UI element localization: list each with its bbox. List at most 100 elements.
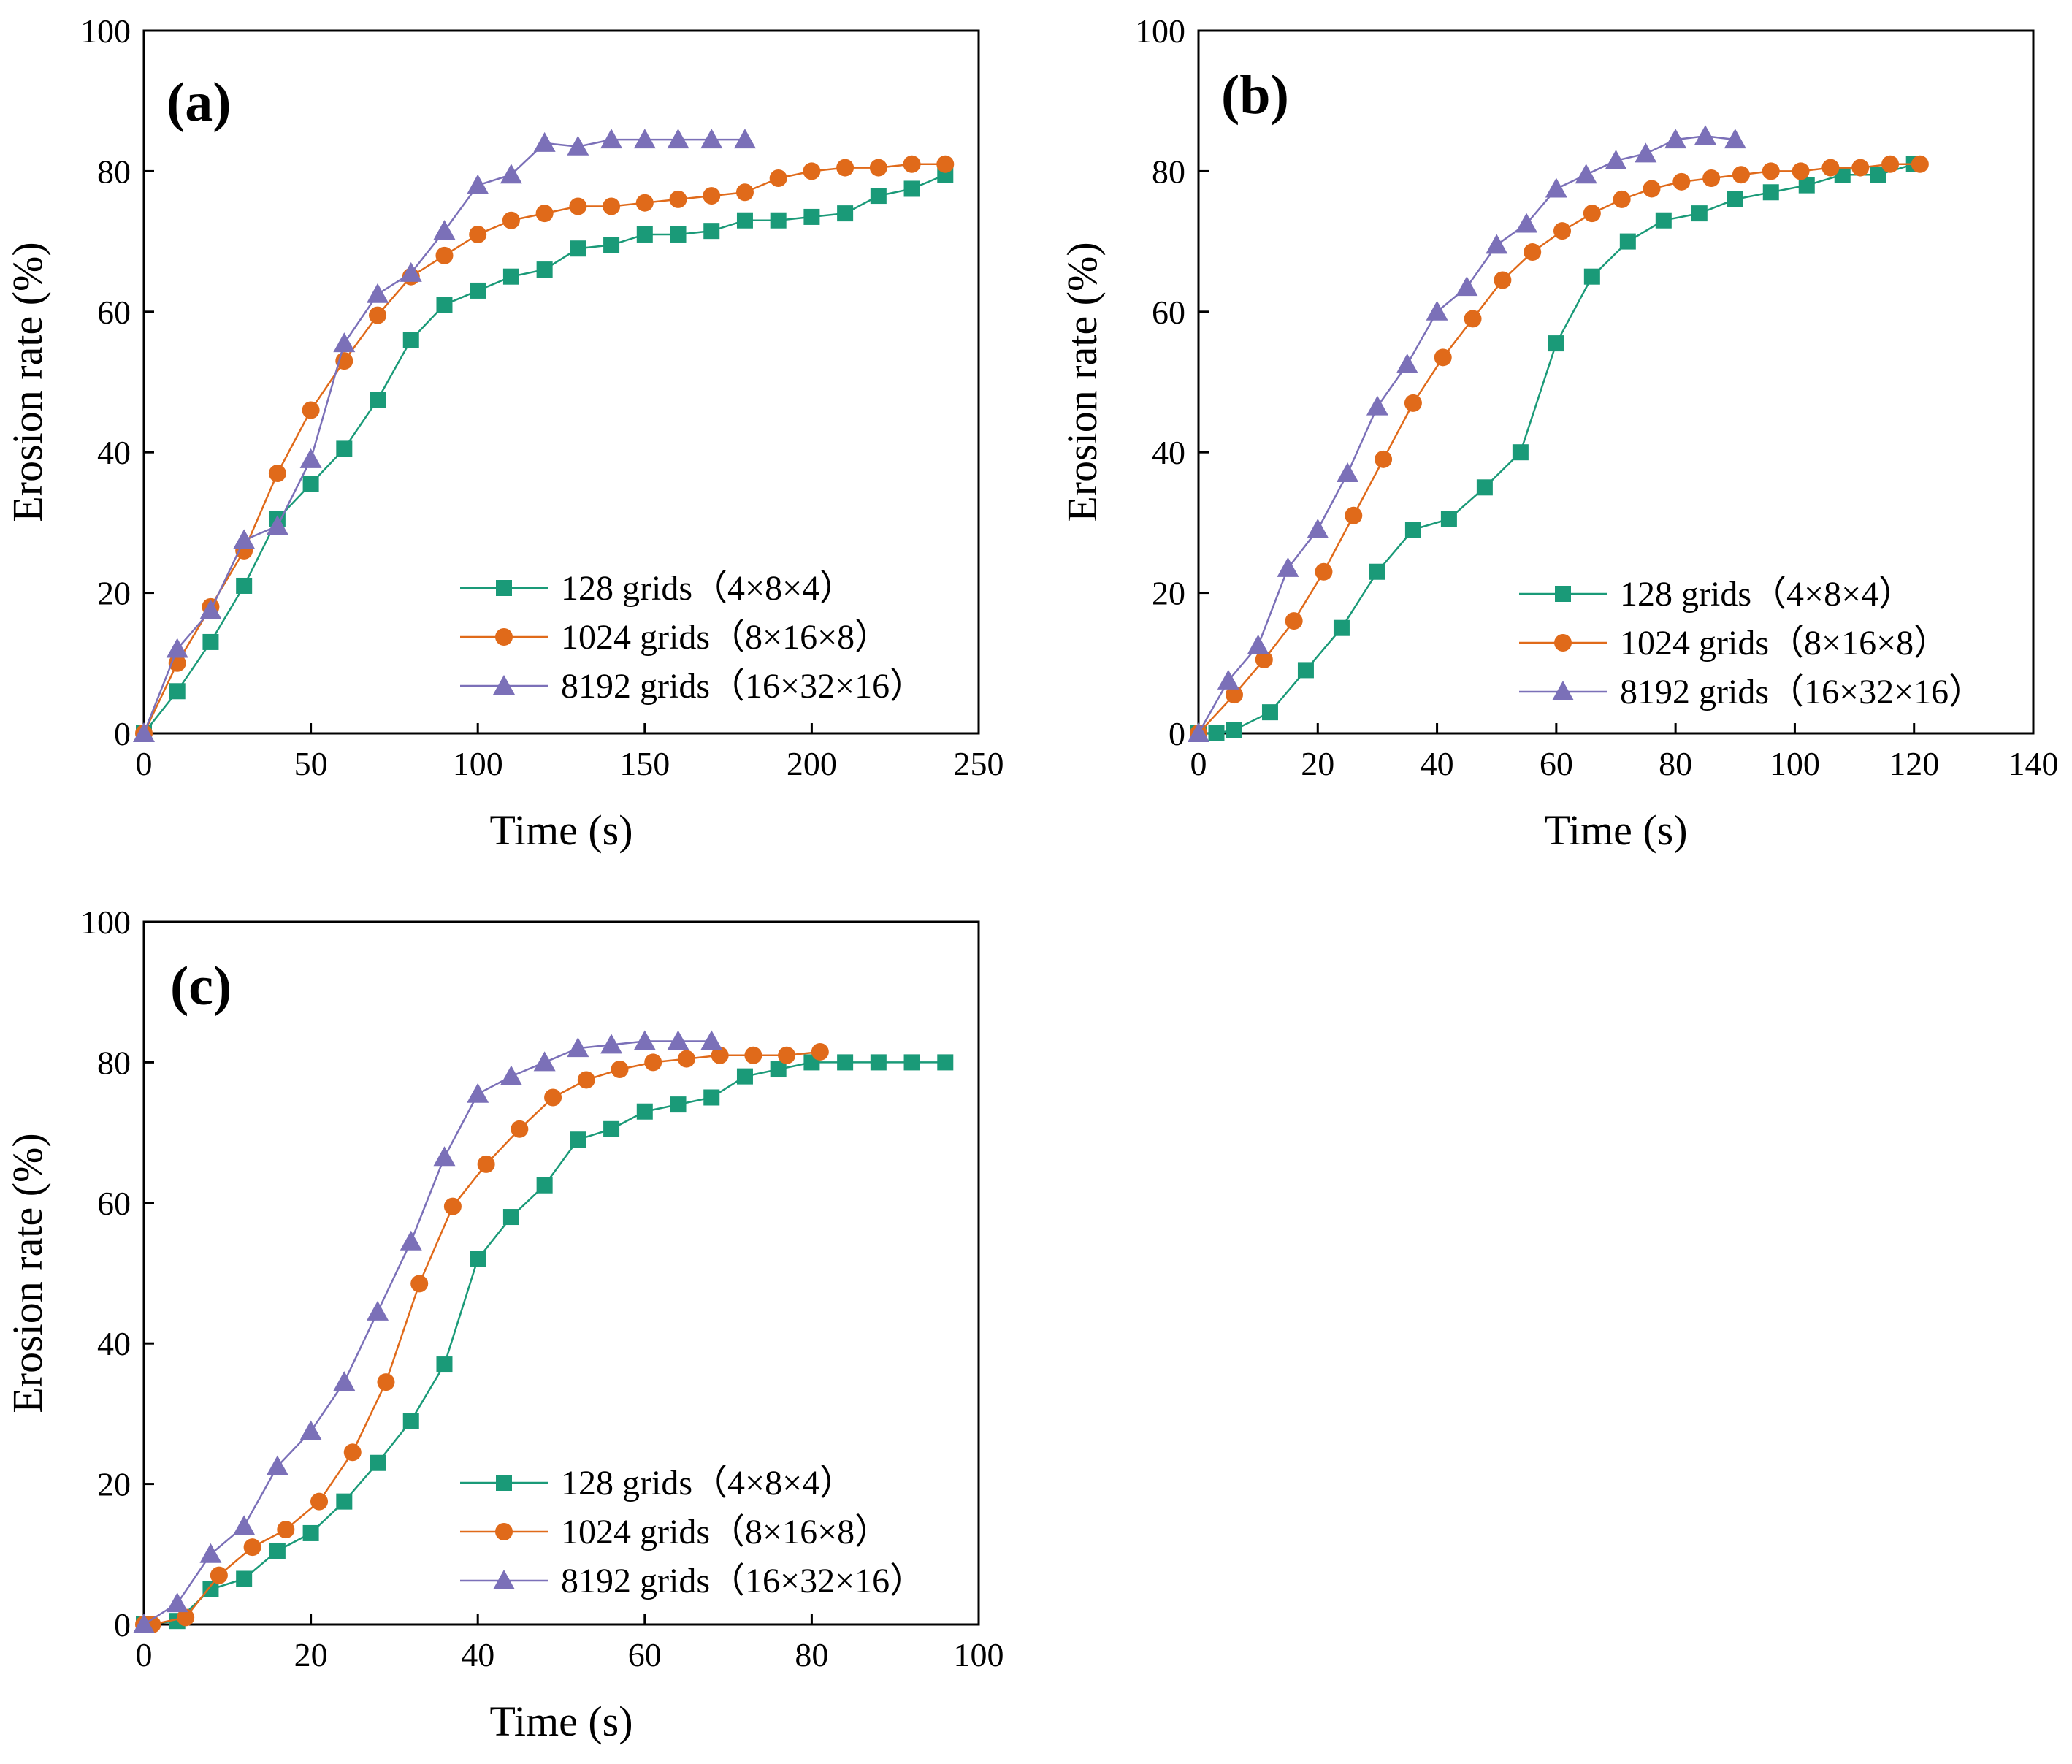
y-tick-label: 60	[1152, 294, 1185, 331]
data-point	[903, 1054, 920, 1071]
data-point	[533, 131, 556, 152]
x-tick-label: 200	[787, 745, 837, 782]
y-tick-label: 0	[114, 715, 131, 752]
data-point	[633, 129, 656, 149]
data-point	[370, 392, 386, 408]
data-point	[703, 1089, 720, 1106]
panel-label: (c)	[170, 955, 232, 1017]
data-point	[1792, 162, 1810, 180]
y-tick-label: 60	[97, 294, 131, 331]
data-point	[567, 1037, 589, 1058]
x-axis-title: Time (s)	[489, 806, 632, 854]
data-point	[1724, 129, 1746, 149]
data-point	[402, 1413, 419, 1429]
data-point	[535, 205, 554, 223]
data-point	[1345, 506, 1363, 524]
data-point	[1396, 353, 1418, 373]
data-point	[1226, 722, 1242, 738]
x-tick-label: 40	[1421, 745, 1454, 782]
series-circle	[135, 1042, 829, 1633]
y-tick-label: 40	[1152, 434, 1185, 471]
panel-label: (a)	[167, 72, 232, 133]
data-point	[1643, 180, 1661, 198]
data-point	[400, 1230, 422, 1251]
legend-label: 8192 grids（16×32×16）	[561, 667, 925, 706]
data-point	[433, 220, 456, 240]
data-point	[500, 1065, 522, 1085]
data-point	[1515, 213, 1538, 233]
x-tick-label: 0	[136, 745, 153, 782]
data-point	[1553, 222, 1572, 240]
data-point	[1821, 159, 1840, 177]
data-point	[1494, 271, 1512, 289]
data-point	[670, 1096, 687, 1113]
x-tick-label: 20	[1301, 745, 1334, 782]
data-point	[1404, 522, 1421, 538]
data-point	[870, 188, 887, 205]
data-point	[577, 1071, 595, 1089]
plot-frame	[1197, 29, 2035, 735]
data-point	[402, 332, 419, 348]
data-point	[443, 1197, 462, 1215]
data-point	[1727, 191, 1743, 207]
legend-label: 1024 grids（8×16×8）	[1620, 624, 1949, 663]
data-point	[236, 1570, 253, 1587]
x-tick-label: 100	[1770, 745, 1820, 782]
data-point	[536, 1177, 553, 1194]
data-point	[733, 129, 756, 149]
data-point	[166, 1592, 188, 1613]
data-point	[1613, 190, 1631, 208]
data-point	[369, 306, 387, 324]
data-point	[210, 1566, 228, 1584]
data-point	[1664, 129, 1687, 149]
data-point	[567, 135, 589, 156]
series-triangle	[1188, 125, 1746, 742]
legend-marker	[496, 1475, 512, 1491]
data-point	[778, 1046, 796, 1064]
data-point	[500, 164, 522, 184]
x-tick-label: 150	[619, 745, 670, 782]
data-point	[343, 1443, 362, 1462]
data-point	[233, 1515, 256, 1535]
x-tick-label: 0	[136, 1636, 153, 1673]
y-tick-label: 100	[80, 12, 131, 50]
data-point	[600, 1034, 623, 1054]
data-point	[1870, 167, 1886, 183]
data-point	[1426, 300, 1448, 321]
data-point	[1307, 519, 1329, 539]
data-point	[603, 237, 620, 253]
x-tick-label: 60	[628, 1636, 662, 1673]
data-point	[903, 155, 921, 173]
data-point	[299, 448, 322, 468]
data-point	[310, 1492, 329, 1511]
x-tick-label: 100	[453, 745, 503, 782]
data-point	[669, 190, 687, 208]
data-point	[477, 1155, 495, 1173]
data-point	[1548, 335, 1564, 352]
data-point	[837, 1054, 854, 1071]
series-line	[1199, 163, 1915, 735]
legend-marker	[495, 1523, 513, 1540]
y-axis-title: Erosion rate (%)	[4, 242, 51, 522]
data-point	[1851, 159, 1870, 177]
data-point	[233, 529, 256, 549]
legend-label: 1024 grids（8×16×8）	[561, 618, 890, 657]
data-point	[436, 1356, 453, 1373]
data-point	[177, 1608, 195, 1627]
data-point	[736, 212, 753, 229]
legend-label: 128 grids（4×8×4）	[561, 1464, 855, 1503]
data-point	[1911, 155, 1929, 173]
data-point	[1605, 149, 1627, 169]
data-point	[133, 722, 155, 742]
x-tick-label: 80	[795, 1636, 828, 1673]
y-tick-label: 80	[1152, 153, 1185, 190]
x-tick-label: 120	[1889, 745, 1939, 782]
data-point	[502, 268, 519, 285]
data-point	[1798, 177, 1815, 194]
data-point	[544, 1088, 562, 1107]
data-point	[803, 162, 821, 180]
data-point	[1337, 462, 1359, 483]
y-axis-title: Erosion rate (%)	[1058, 242, 1106, 522]
data-point	[635, 194, 654, 212]
